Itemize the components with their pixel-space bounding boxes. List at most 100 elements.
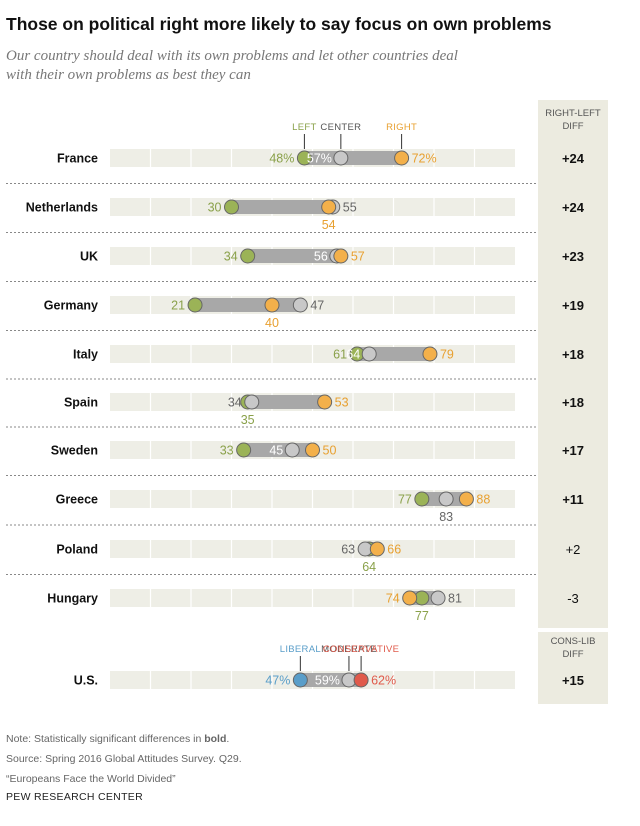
range-bar bbox=[247, 249, 341, 263]
us-diff-value: +15 bbox=[562, 673, 584, 688]
data-label: 53 bbox=[335, 396, 349, 410]
diff-value: +11 bbox=[562, 492, 583, 507]
us-dot-liberal bbox=[292, 672, 308, 688]
diff-value: -3 bbox=[567, 591, 579, 606]
legend-label-left: LEFT bbox=[292, 122, 316, 133]
diff-value: +24 bbox=[562, 200, 585, 215]
data-label: 74 bbox=[386, 592, 400, 606]
note-text: Note: Statistically significant differen… bbox=[6, 733, 230, 745]
diff-column-bg bbox=[538, 100, 608, 628]
diff-value: +18 bbox=[562, 395, 584, 410]
diff-header: DIFF bbox=[562, 121, 583, 132]
dot-left bbox=[296, 150, 312, 166]
data-label: 45 bbox=[269, 444, 283, 458]
data-label: 88 bbox=[476, 493, 490, 507]
diff-value: +2 bbox=[566, 542, 581, 557]
data-label: 61 bbox=[333, 348, 347, 362]
range-bar bbox=[304, 151, 402, 165]
data-label: 21 bbox=[171, 299, 185, 313]
dot-right bbox=[317, 394, 333, 410]
data-label: 56 bbox=[314, 250, 328, 264]
range-bar bbox=[231, 200, 333, 214]
category-label: Netherlands bbox=[26, 201, 98, 215]
dot-left bbox=[224, 199, 239, 215]
legend-label-center: CENTER bbox=[320, 122, 361, 133]
dot-left bbox=[414, 491, 430, 507]
dot-left bbox=[236, 442, 252, 458]
data-label: 48% bbox=[269, 152, 294, 166]
range-bar bbox=[247, 395, 325, 409]
dot-right bbox=[394, 150, 410, 166]
dot-right bbox=[264, 297, 280, 313]
data-label: 77 bbox=[415, 609, 429, 623]
diff-value: +18 bbox=[562, 347, 584, 362]
data-label: 64 bbox=[346, 348, 360, 362]
data-label: 55 bbox=[343, 201, 357, 215]
diff-header: RIGHT-LEFT bbox=[545, 108, 601, 119]
dot-right bbox=[458, 491, 474, 507]
footer: Note: Statistically significant differen… bbox=[6, 729, 242, 789]
dot-right bbox=[321, 199, 337, 215]
report-text: “Europeans Face the World Divided” bbox=[6, 773, 176, 785]
data-label: 34 bbox=[224, 250, 238, 264]
category-label: Spain bbox=[64, 396, 98, 410]
dot-right bbox=[422, 346, 438, 362]
data-label: 79 bbox=[440, 348, 454, 362]
data-label: 47 bbox=[310, 299, 324, 313]
chart-title: Those on political right more likely to … bbox=[6, 14, 552, 34]
source-text: Source: Spring 2016 Global Attitudes Sur… bbox=[6, 753, 242, 765]
data-label: 64 bbox=[362, 560, 376, 574]
data-label: 33 bbox=[220, 444, 234, 458]
chart-subtitle: Our country should deal with its own pro… bbox=[6, 48, 458, 83]
dot-center bbox=[244, 394, 260, 410]
data-label: 83 bbox=[439, 510, 453, 524]
legend-label-moderate: MODERATE bbox=[321, 644, 377, 655]
category-label: Greece bbox=[56, 493, 98, 507]
dot-center bbox=[361, 346, 377, 362]
data-label: 30 bbox=[208, 201, 222, 215]
data-label: 35 bbox=[241, 413, 255, 427]
us-category-label: U.S. bbox=[74, 674, 98, 688]
diff-value: +19 bbox=[562, 298, 584, 313]
legend-label-right: RIGHT bbox=[386, 122, 417, 133]
data-label: 54 bbox=[322, 218, 336, 232]
diff-header-us: DIFF bbox=[562, 649, 583, 660]
diff-value: +17 bbox=[562, 443, 584, 458]
category-label: France bbox=[57, 152, 98, 166]
data-label: 40 bbox=[265, 316, 279, 330]
data-label: 66 bbox=[387, 543, 401, 557]
dot-right bbox=[369, 541, 385, 557]
legend-label-liberal: LIBERAL bbox=[280, 644, 321, 655]
category-label: Italy bbox=[73, 348, 98, 362]
diff-value: +24 bbox=[562, 151, 585, 166]
us-data-label: 47% bbox=[265, 674, 290, 688]
category-label: Sweden bbox=[51, 444, 98, 458]
dot-center bbox=[292, 297, 308, 313]
dot-right bbox=[402, 590, 418, 606]
data-label: 34 bbox=[228, 396, 242, 410]
category-label: Germany bbox=[44, 299, 98, 313]
dot-left bbox=[240, 248, 256, 264]
diff-column-bg-us bbox=[538, 632, 608, 704]
dot-right bbox=[333, 248, 349, 264]
diff-value: +23 bbox=[562, 249, 584, 264]
dot-center bbox=[333, 150, 349, 166]
org-name: PEW RESEARCH CENTER bbox=[6, 791, 143, 803]
dot-right bbox=[305, 442, 320, 458]
dot-center bbox=[438, 491, 454, 507]
range-bar bbox=[195, 298, 301, 312]
dot-center bbox=[430, 590, 446, 606]
diff-header-us: CONS-LIB bbox=[551, 636, 596, 647]
us-dot-conservative bbox=[353, 672, 369, 688]
data-label: 63 bbox=[341, 543, 355, 557]
dot-center bbox=[284, 442, 300, 458]
category-label: Poland bbox=[56, 543, 98, 557]
data-label: 57 bbox=[351, 250, 365, 264]
us-data-label: 62% bbox=[371, 674, 396, 688]
data-label: 77 bbox=[398, 493, 412, 507]
category-label: UK bbox=[80, 250, 98, 264]
data-label: 57% bbox=[307, 152, 332, 166]
legend-label-conservative: CONSERVATIVE bbox=[323, 644, 399, 655]
us-data-label: 59% bbox=[315, 674, 340, 688]
